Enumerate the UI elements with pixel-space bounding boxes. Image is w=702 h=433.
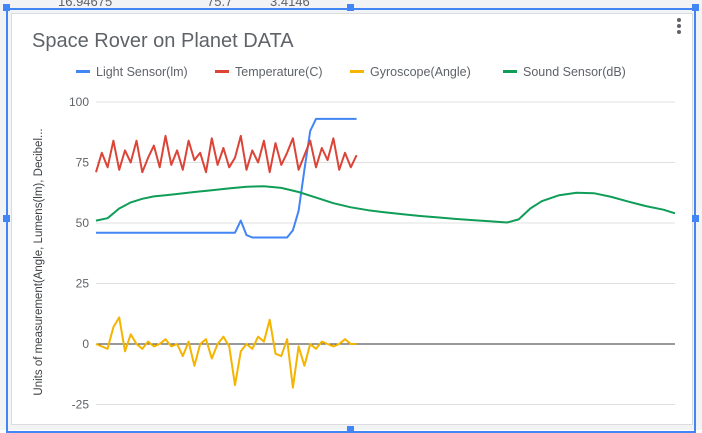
- background-cell-value: 16.94675: [58, 0, 113, 9]
- kebab-dot: [677, 18, 681, 22]
- legend-label: Temperature(C): [235, 65, 323, 79]
- chart-card[interactable]: [11, 13, 693, 425]
- series-lines: [95, 117, 676, 389]
- y-axis-ticks: -25 0 25 50 75 100: [69, 95, 89, 412]
- resize-handle-top[interactable]: [347, 4, 354, 11]
- series-line-3[interactable]: [95, 185, 676, 224]
- legend-label: Gyroscope(Angle): [370, 65, 471, 79]
- legend-swatch: [215, 70, 229, 73]
- y-tick-label: 25: [76, 277, 90, 291]
- y-tick-label: 100: [69, 95, 89, 109]
- y-tick-label: -25: [72, 398, 90, 412]
- legend-label: Sound Sensor(dB): [523, 65, 626, 79]
- legend-label: Light Sensor(lm): [96, 65, 188, 79]
- legend-swatch: [503, 70, 517, 73]
- series-line-0[interactable]: [96, 117, 357, 239]
- resize-handle-right[interactable]: [692, 215, 699, 222]
- y-tick-label: 75: [76, 156, 90, 170]
- resize-handle-left[interactable]: [3, 215, 10, 222]
- background-cell-value: 75.7: [207, 0, 233, 9]
- resize-handle-top-right[interactable]: [692, 4, 699, 11]
- background-cell-value: 3.4146: [270, 0, 310, 9]
- more-vert-icon[interactable]: [675, 18, 683, 36]
- legend-swatch: [76, 70, 90, 73]
- series-line-2[interactable]: [95, 316, 357, 389]
- kebab-dot: [677, 24, 681, 28]
- legend[interactable]: Light Sensor(lm) Temperature(C) Gyroscope(…: [76, 65, 626, 79]
- chart-title[interactable]: Space Rover on Planet DATA: [32, 30, 294, 52]
- y-tick-label: 0: [82, 337, 89, 351]
- kebab-dot: [677, 30, 681, 34]
- y-axis-label: Units of measurement(Angle, Lumens(lm), …: [33, 128, 45, 395]
- y-tick-label: 50: [76, 216, 90, 230]
- legend-item-1[interactable]: Temperature(C): [215, 65, 323, 79]
- legend-item-3[interactable]: Sound Sensor(dB): [503, 65, 626, 79]
- gridlines: [96, 101, 675, 405]
- legend-item-2[interactable]: Gyroscope(Angle): [350, 65, 471, 79]
- legend-swatch: [350, 70, 364, 73]
- legend-item-0[interactable]: Light Sensor(lm): [76, 65, 188, 79]
- resize-handle-top-left[interactable]: [3, 4, 10, 11]
- series-line-1[interactable]: [95, 134, 358, 174]
